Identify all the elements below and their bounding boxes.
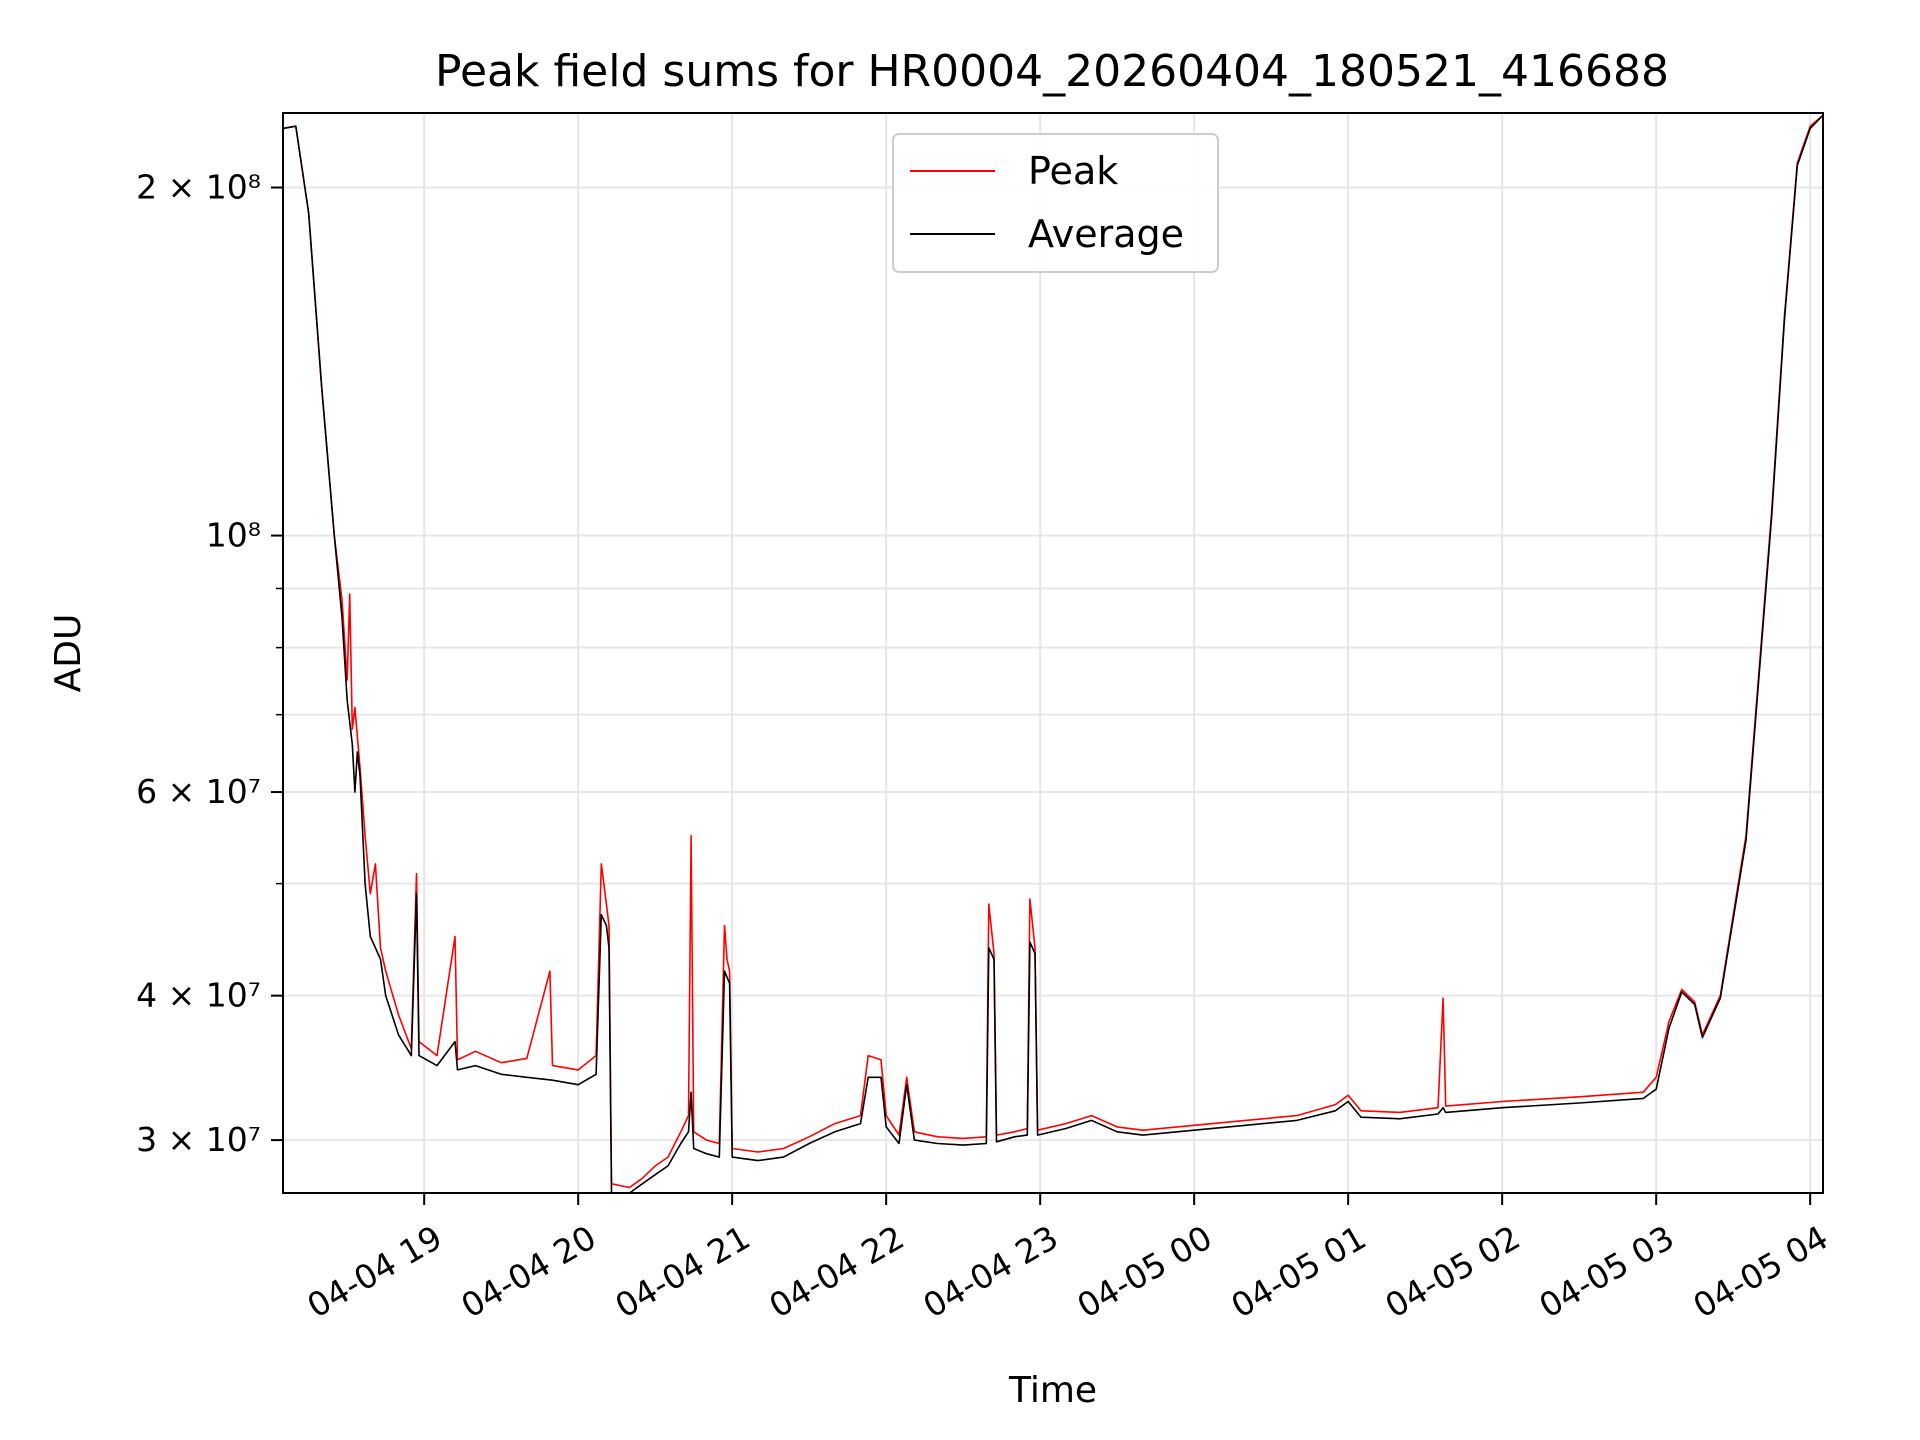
y-axis-label: ADU — [48, 614, 89, 693]
y-tick-label: 3 × 10⁷ — [136, 1120, 261, 1159]
series-layer — [282, 114, 1824, 1194]
y-tick-label: 6 × 10⁷ — [136, 772, 261, 811]
series-line-average — [282, 114, 1824, 1194]
y-tick-label: 4 × 10⁷ — [136, 976, 261, 1015]
legend-label-average: Average — [1028, 212, 1184, 256]
y-tick-label: 10⁸ — [206, 516, 261, 555]
plot-frame — [282, 112, 1824, 1194]
y-axis: 3 × 10⁷ 4 × 10⁷ 6 × 10⁷ 10⁸ 2 × 10⁸ — [136, 168, 283, 1159]
y-tick-label: 2 × 10⁸ — [136, 168, 261, 207]
chart-title: Peak field sums for HR0004_20260404_1805… — [435, 46, 1669, 97]
legend-label-peak: Peak — [1028, 149, 1118, 193]
legend-box — [892, 133, 1219, 273]
series-line-peak — [282, 114, 1824, 1189]
x-axis-label: Time — [1008, 1370, 1097, 1411]
legend: Peak Average — [892, 133, 1219, 273]
